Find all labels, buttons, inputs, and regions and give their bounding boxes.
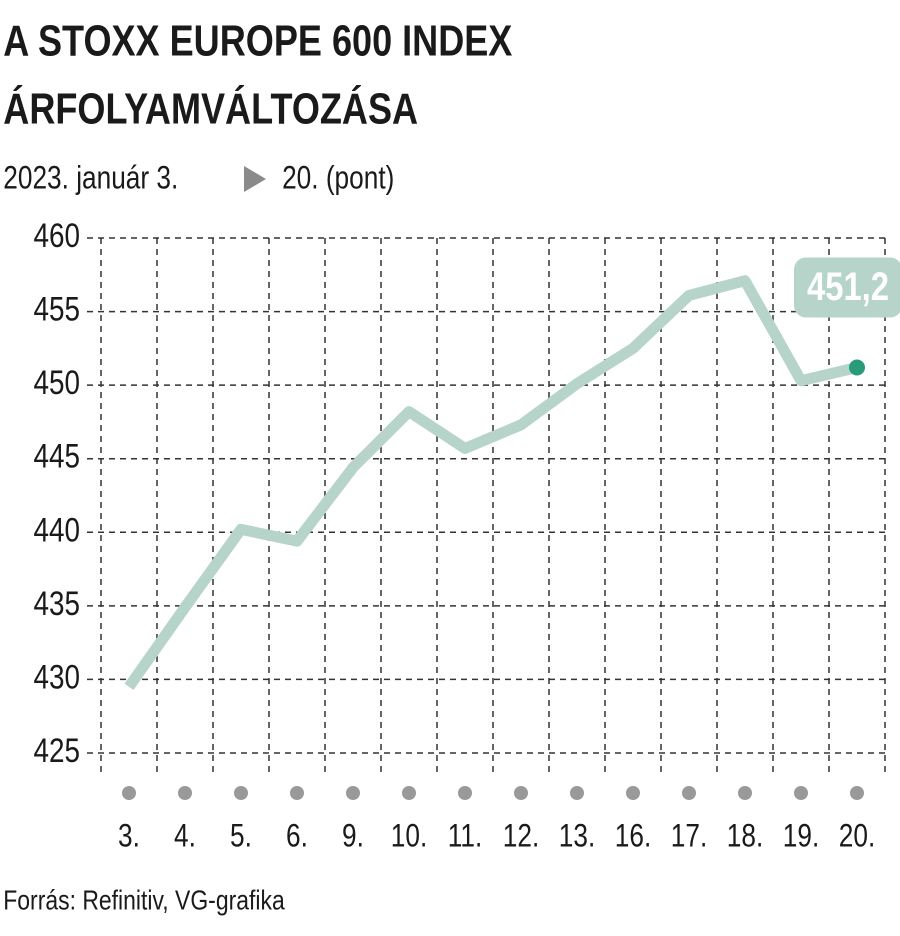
y-tick-group: 460 — [33, 216, 80, 254]
line — [124, 275, 859, 690]
category-dot — [738, 786, 752, 800]
chart-title: A STOXX EUROPE 600 INDEX — [3, 16, 512, 65]
value-label-box — [794, 257, 900, 318]
x-tick-label: 13. — [559, 819, 595, 854]
x-tick-label: 10. — [391, 819, 427, 854]
chart-title: ÁRFOLYAMVÁLTOZÁSA — [3, 84, 418, 133]
x-tick-label: 5. — [230, 819, 252, 854]
end-marker — [849, 359, 865, 376]
x-tick-label: 12. — [503, 819, 539, 854]
source-group: Forrás: Refinitiv, VG-grafika — [3, 885, 285, 916]
x-tick-label: 4. — [174, 819, 196, 854]
subtitle-group: 2023. január 3. 20. (pont) — [3, 161, 394, 196]
x-tick-label: 3. — [118, 819, 140, 854]
category-dot — [234, 786, 248, 800]
title-group: A STOXX EUROPE 600 INDEX ÁRFOLYAMVÁLTOZÁ… — [3, 16, 512, 133]
y-tick-label: 460 — [33, 216, 80, 254]
x-tick-group: 5. — [230, 819, 252, 854]
y-tick-group: 430 — [33, 658, 80, 696]
y-tick-label: 440 — [33, 511, 80, 549]
x-tick-group: 6. — [286, 819, 308, 854]
x-tick-group: 11. — [448, 819, 483, 854]
y-tick-group: 445 — [33, 437, 80, 475]
category-dot — [570, 786, 584, 800]
y-tick-label: 445 — [33, 437, 80, 475]
x-tick-group: 10. — [391, 819, 427, 854]
category-dot — [402, 786, 416, 800]
value-label: 451,2 — [807, 264, 889, 309]
x-tick-label: 20. — [839, 819, 875, 854]
x-tick-group: 4. — [174, 819, 196, 854]
x-tick-group: 9. — [342, 819, 364, 854]
category-dot — [514, 786, 528, 800]
x-tick-group: 20. — [839, 819, 875, 854]
x-tick-label: 6. — [286, 819, 308, 854]
y-tick-group: 440 — [33, 511, 80, 549]
category-dot — [682, 786, 696, 800]
y-tick-group: 435 — [33, 584, 80, 622]
x-tick-label: 19. — [783, 819, 819, 854]
x-tick-label: 17. — [671, 819, 707, 854]
category-dot — [178, 786, 192, 800]
x-tick-group: 19. — [783, 819, 819, 854]
y-tick-group: 450 — [33, 364, 80, 402]
subtitle: 2023. január 3. — [3, 161, 178, 196]
source: Forrás: Refinitiv, VG-grafika — [3, 885, 285, 916]
x-tick-group: 16. — [615, 819, 651, 854]
x-tick-label: 11. — [448, 819, 483, 854]
category-dot — [850, 786, 864, 800]
x-tick-group: 18. — [727, 819, 763, 854]
y-tick-label: 435 — [33, 584, 80, 622]
y-tick-label: 430 — [33, 658, 80, 696]
x-tick-label: 16. — [615, 819, 651, 854]
category-dot — [626, 786, 640, 800]
category-dot — [290, 786, 304, 800]
x-tick-group: 13. — [559, 819, 595, 854]
x-tick-group: 17. — [671, 819, 707, 854]
x-tick-label: 9. — [342, 819, 364, 854]
value-label-group: 451,2 — [807, 264, 889, 309]
category-dot — [122, 786, 136, 800]
y-tick-label: 425 — [33, 731, 80, 769]
y-tick-group: 425 — [33, 731, 80, 769]
y-tick-group: 455 — [33, 290, 80, 328]
subtitle: 20. (pont) — [282, 161, 394, 196]
y-tick-label: 450 — [33, 364, 80, 402]
arrow-icon — [244, 166, 266, 192]
y-tick-label: 455 — [33, 290, 80, 328]
x-tick-label: 18. — [727, 819, 763, 854]
x-tick-group: 3. — [118, 819, 140, 854]
category-dot — [346, 786, 360, 800]
category-dot — [794, 786, 808, 800]
x-tick-group: 12. — [503, 819, 539, 854]
category-dot — [458, 786, 472, 800]
